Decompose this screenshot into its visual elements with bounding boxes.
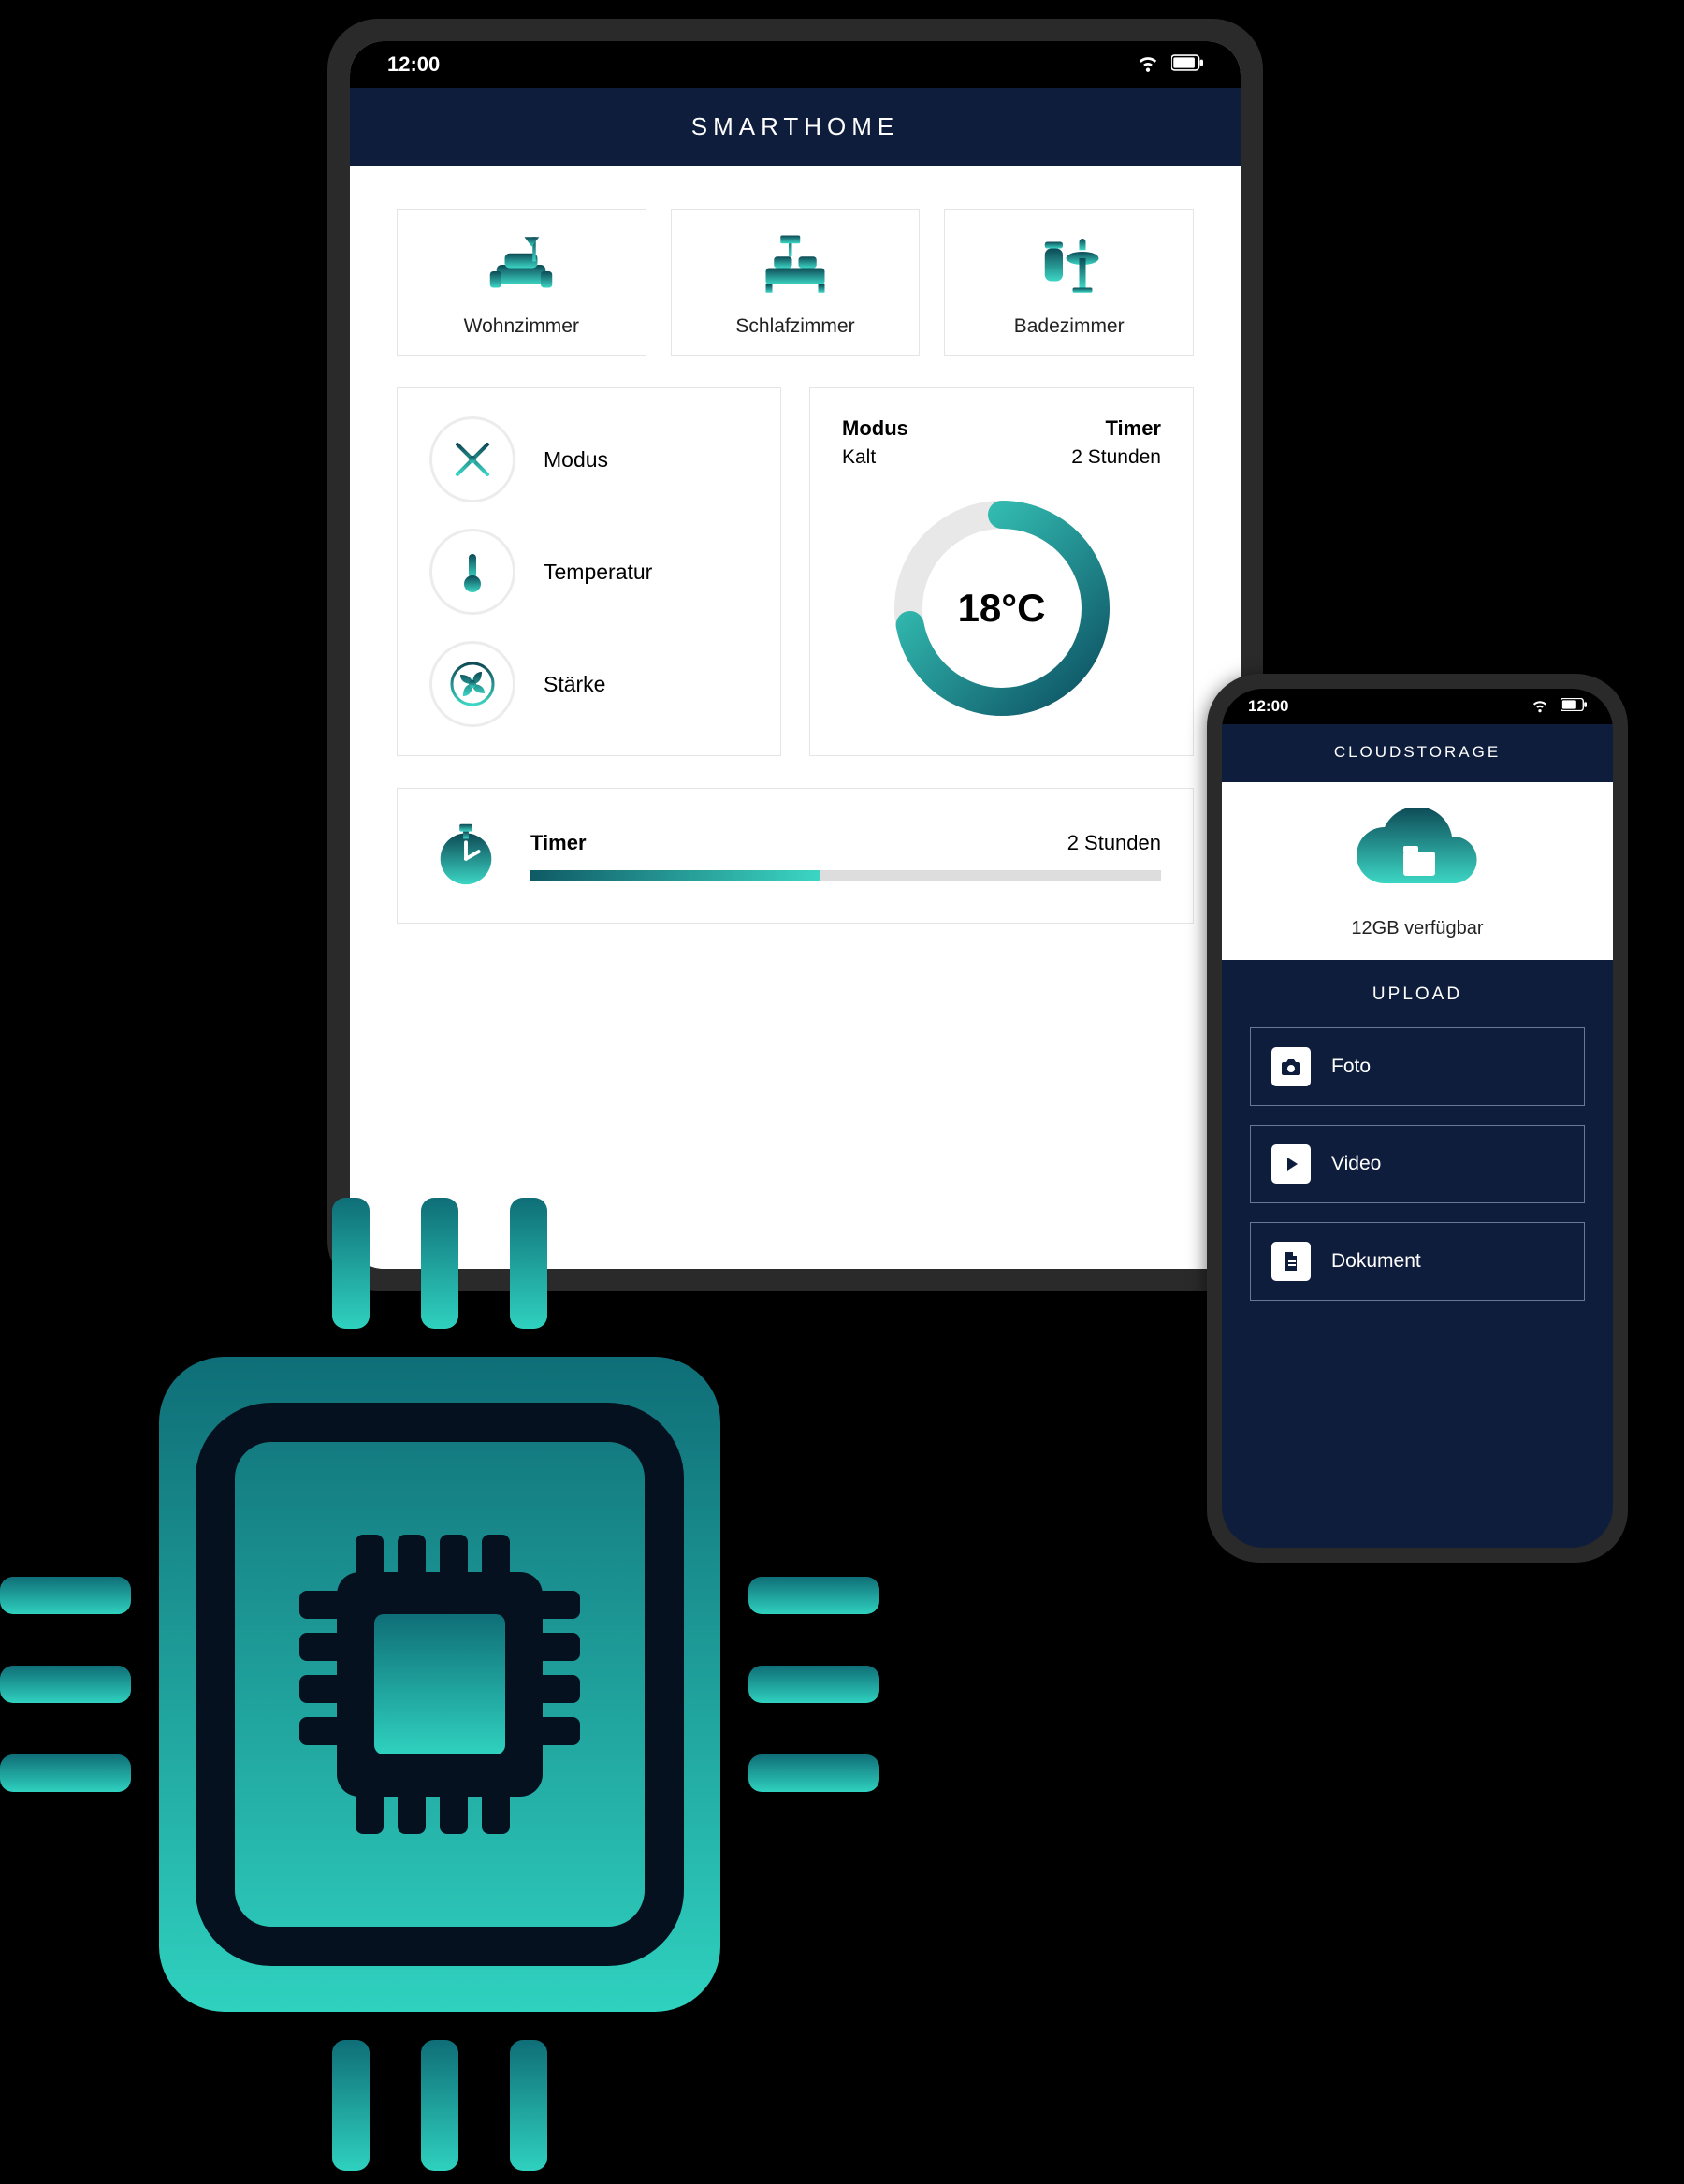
wifi-icon (1531, 695, 1549, 719)
room-tiles: Wohnzimmer Schlafzimmer Badezimmer (397, 209, 1194, 356)
room-label: Wohnzimmer (464, 315, 579, 338)
bedroom-icon (753, 232, 837, 302)
snowflake-icon (429, 416, 515, 502)
upload-button-label: Foto (1331, 1056, 1371, 1078)
temperature-gauge[interactable]: 18°C (842, 489, 1161, 727)
timer-row-value: 2 Stunden (1067, 831, 1161, 855)
control-modus[interactable]: Modus (429, 416, 748, 502)
room-label: Schlafzimmer (735, 315, 854, 338)
upload-foto-button[interactable]: Foto (1250, 1027, 1585, 1106)
storage-text: 12GB verfügbar (1351, 918, 1483, 939)
upload-button-label: Dokument (1331, 1250, 1421, 1273)
timer-progress[interactable] (530, 870, 1161, 881)
control-temperatur[interactable]: Temperatur (429, 529, 748, 615)
battery-icon (1171, 52, 1203, 77)
tablet-device: 12:00 SMARTHOME Wohnzimmer (327, 19, 1263, 1291)
upload-button-label: Video (1331, 1153, 1381, 1175)
controls-card: Modus Temperatur Stärke (397, 387, 781, 756)
modus-label: Modus (842, 416, 908, 441)
tablet-statusbar: 12:00 (350, 41, 1241, 88)
status-card: Modus Kalt Timer 2 Stunden (809, 387, 1194, 756)
document-icon (1271, 1242, 1311, 1281)
temperature-value: 18°C (885, 491, 1119, 725)
room-badezimmer[interactable]: Badezimmer (944, 209, 1194, 356)
upload-title: UPLOAD (1250, 984, 1585, 1005)
tablet-app-title: SMARTHOME (350, 88, 1241, 166)
timer-progress-fill (530, 870, 820, 881)
control-label: Modus (544, 447, 608, 473)
upload-dokument-button[interactable]: Dokument (1250, 1222, 1585, 1301)
upload-video-button[interactable]: Video (1250, 1125, 1585, 1203)
timer-value: 2 Stunden (1071, 446, 1161, 469)
chip-icon (0, 1198, 879, 2171)
tablet-status-icons (1136, 50, 1203, 80)
upload-section: UPLOAD Foto Video Dokument (1222, 960, 1613, 1548)
fan-icon (429, 641, 515, 727)
battery-icon (1561, 697, 1587, 716)
room-wohnzimmer[interactable]: Wohnzimmer (397, 209, 646, 356)
mid-row: Modus Temperatur Stärke (397, 387, 1194, 756)
room-schlafzimmer[interactable]: Schlafzimmer (671, 209, 921, 356)
stopwatch-icon (429, 817, 502, 895)
status-header: Modus Kalt Timer 2 Stunden (842, 416, 1161, 469)
timer-label: Timer (1071, 416, 1161, 441)
phone-device: 12:00 CLOUDSTORAGE 12GB verfügbar UPLOAD (1207, 674, 1628, 1563)
phone-screen: 12:00 CLOUDSTORAGE 12GB verfügbar UPLOAD (1222, 689, 1613, 1548)
phone-status-icons (1531, 695, 1587, 719)
control-staerke[interactable]: Stärke (429, 641, 748, 727)
room-label: Badezimmer (1014, 315, 1125, 338)
bathroom-icon (1027, 232, 1111, 302)
phone-app-title: CLOUDSTORAGE (1222, 724, 1613, 782)
timer-info: Timer 2 Stunden (530, 831, 1161, 881)
tablet-time: 12:00 (387, 52, 440, 77)
control-label: Temperatur (544, 560, 652, 585)
play-icon (1271, 1144, 1311, 1184)
thermometer-icon (429, 529, 515, 615)
control-label: Stärke (544, 672, 605, 697)
wifi-icon (1136, 50, 1160, 80)
living-room-icon (479, 232, 563, 302)
tablet-body: Wohnzimmer Schlafzimmer Badezimmer (350, 166, 1241, 1269)
timer-card: Timer 2 Stunden (397, 788, 1194, 924)
modus-value: Kalt (842, 446, 908, 469)
tablet-screen: 12:00 SMARTHOME Wohnzimmer (350, 41, 1241, 1269)
storage-card: 12GB verfügbar (1222, 782, 1613, 960)
camera-icon (1271, 1047, 1311, 1086)
timer-row-label: Timer (530, 831, 587, 855)
cloud-icon (1347, 808, 1488, 907)
phone-notch (1357, 689, 1478, 713)
phone-time: 12:00 (1248, 697, 1288, 716)
